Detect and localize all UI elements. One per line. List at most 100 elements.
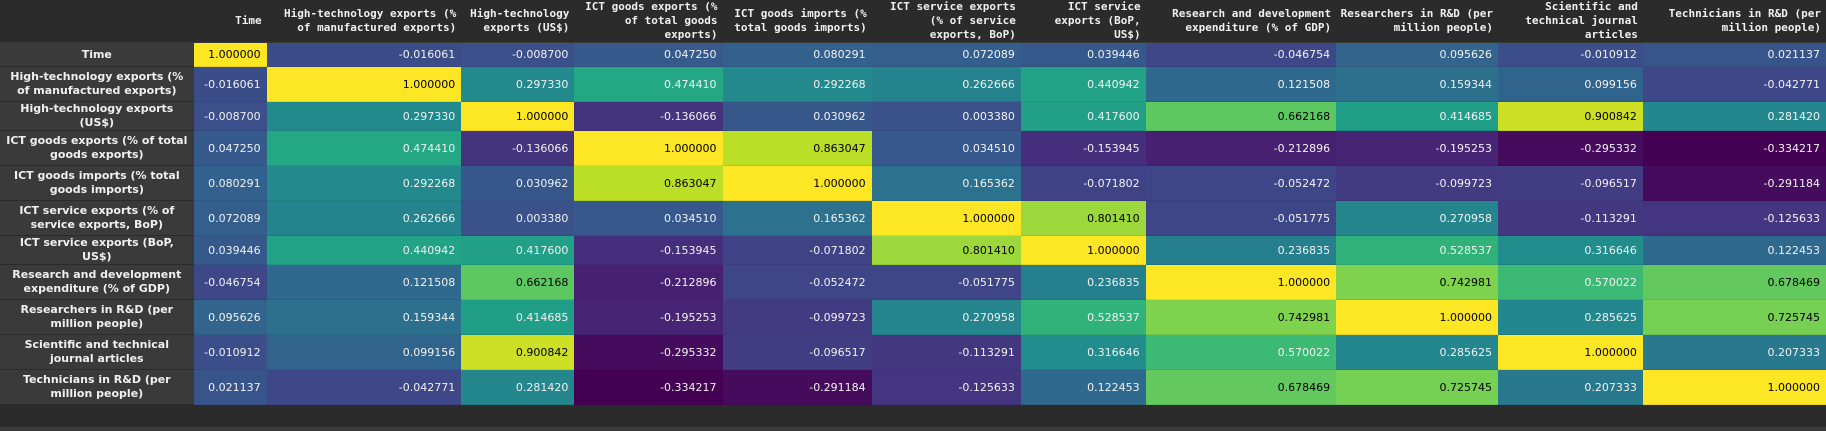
heatmap-cell: 0.528537 — [1336, 235, 1498, 265]
heatmap-cell: 0.742981 — [1336, 264, 1498, 300]
heatmap-cell: -0.136066 — [574, 101, 723, 131]
table-row: Scientific and technical journal article… — [0, 334, 1826, 370]
heatmap-cell: 1.000000 — [722, 165, 872, 201]
row-header: Time — [0, 42, 194, 67]
heatmap-cell: 0.801410 — [1020, 200, 1146, 236]
heatmap-cell: 0.417600 — [461, 235, 575, 265]
row-header: ICT goods exports (% of total goods expo… — [0, 130, 194, 166]
heatmap-cell: 0.725745 — [1336, 369, 1498, 405]
heatmap-cell: -0.291184 — [1642, 165, 1826, 201]
heatmap-cell: 0.474410 — [574, 66, 723, 102]
heatmap-cell: 0.900842 — [1497, 101, 1643, 131]
heatmap-cell: 0.039446 — [193, 235, 267, 265]
column-header: ICT service exports (BoP, US$) — [1020, 0, 1146, 43]
column-header: Researchers in R&D (per million people) — [1336, 0, 1498, 43]
heatmap-cell: 1.000000 — [193, 42, 267, 67]
heatmap-cell: 0.316646 — [1497, 235, 1643, 265]
heatmap-cell: -0.016061 — [193, 66, 267, 102]
table-row: Technicians in R&D (per million people) 0… — [0, 369, 1826, 405]
heatmap-cell: 0.207333 — [1642, 334, 1826, 370]
column-header: ICT goods exports (% of total goods expo… — [574, 0, 723, 43]
row-header: ICT service exports (% of service export… — [0, 200, 194, 236]
heatmap-cell: -0.008700 — [461, 42, 575, 67]
heatmap-cell: -0.113291 — [1497, 200, 1643, 236]
heatmap-cell: -0.153945 — [574, 235, 723, 265]
heatmap-cell: 0.165362 — [722, 200, 872, 236]
table-row: ICT goods exports (% of total goods expo… — [0, 130, 1826, 166]
heatmap-cell: -0.008700 — [193, 101, 267, 131]
heatmap-cell: 0.047250 — [193, 130, 267, 166]
heatmap-cell: 1.000000 — [461, 101, 575, 131]
heatmap-cell: 0.285625 — [1336, 334, 1498, 370]
heatmap-cell: 0.030962 — [722, 101, 872, 131]
heatmap-cell: 0.662168 — [1145, 101, 1337, 131]
heatmap-cell: 0.900842 — [461, 334, 575, 370]
heatmap-cell: 0.725745 — [1642, 299, 1826, 335]
heatmap-cell: 0.440942 — [1020, 66, 1146, 102]
heatmap-cell: 0.270958 — [1336, 200, 1498, 236]
correlation-heatmap-table: Time High-technology exports (% of manufa… — [0, 0, 1826, 405]
column-header: High-technology exports (% of manufactur… — [266, 0, 462, 43]
heatmap-cell: 0.570022 — [1145, 334, 1337, 370]
table-row: ICT service exports (% of service export… — [0, 200, 1826, 236]
heatmap-cell: 0.297330 — [266, 101, 462, 131]
heatmap-cell: 0.678469 — [1642, 264, 1826, 300]
table-row: Research and development expenditure (% … — [0, 264, 1826, 300]
row-header: ICT service exports (BoP, US$) — [0, 235, 194, 265]
table-row: High-technology exports (% of manufactur… — [0, 66, 1826, 102]
heatmap-cell: -0.212896 — [574, 264, 723, 300]
heatmap-cell: 0.159344 — [1336, 66, 1498, 102]
heatmap-cell: -0.125633 — [871, 369, 1021, 405]
column-header: Scientific and technical journal article… — [1497, 0, 1643, 43]
heatmap-cell: 0.662168 — [461, 264, 575, 300]
row-header: ICT goods imports (% total goods imports… — [0, 165, 194, 201]
heatmap-cell: 0.281420 — [461, 369, 575, 405]
heatmap-cell: 0.034510 — [574, 200, 723, 236]
heatmap-cell: -0.016061 — [266, 42, 462, 67]
heatmap-cell: -0.096517 — [722, 334, 872, 370]
heatmap-cell: -0.291184 — [722, 369, 872, 405]
heatmap-cell: 0.316646 — [1020, 334, 1146, 370]
heatmap-cell: 0.030962 — [461, 165, 575, 201]
row-header: Researchers in R&D (per million people) — [0, 299, 194, 335]
heatmap-cell: -0.099723 — [722, 299, 872, 335]
heatmap-cell: -0.071802 — [722, 235, 872, 265]
horizontal-scrollbar-track[interactable] — [0, 427, 1826, 431]
heatmap-cell: -0.295332 — [1497, 130, 1643, 166]
heatmap-cell: 1.000000 — [871, 200, 1021, 236]
heatmap-cell: 1.000000 — [574, 130, 723, 166]
column-header: Research and development expenditure (% … — [1145, 0, 1337, 43]
column-header-row: Time High-technology exports (% of manufa… — [0, 0, 1826, 43]
heatmap-cell: 0.122453 — [1020, 369, 1146, 405]
heatmap-cell: 1.000000 — [1145, 264, 1337, 300]
corner-cell — [0, 0, 194, 43]
heatmap-cell: -0.042771 — [1642, 66, 1826, 102]
heatmap-cell: 0.121508 — [266, 264, 462, 300]
heatmap-cell: 1.000000 — [1497, 334, 1643, 370]
heatmap-cell: -0.334217 — [1642, 130, 1826, 166]
heatmap-cell: 1.000000 — [1642, 369, 1826, 405]
heatmap-cell: 0.099156 — [266, 334, 462, 370]
heatmap-cell: 0.801410 — [871, 235, 1021, 265]
heatmap-cell: 1.000000 — [1020, 235, 1146, 265]
heatmap-cell: 0.207333 — [1497, 369, 1643, 405]
heatmap-cell: 0.236835 — [1020, 264, 1146, 300]
heatmap-cell: 0.003380 — [461, 200, 575, 236]
heatmap-cell: 0.297330 — [461, 66, 575, 102]
heatmap-cell: -0.046754 — [1145, 42, 1337, 67]
heatmap-cell: 0.281420 — [1642, 101, 1826, 131]
column-header: ICT service exports (% of service export… — [871, 0, 1021, 43]
heatmap-cell: -0.195253 — [574, 299, 723, 335]
heatmap-cell: 0.570022 — [1497, 264, 1643, 300]
table-row: Time 1.000000 -0.016061 -0.008700 0.047250 0.… — [0, 42, 1826, 67]
heatmap-cell: -0.051775 — [1145, 200, 1337, 236]
heatmap-cell: 0.159344 — [266, 299, 462, 335]
row-header: Scientific and technical journal article… — [0, 334, 194, 370]
heatmap-cell: 0.270958 — [871, 299, 1021, 335]
heatmap-cell: 0.034510 — [871, 130, 1021, 166]
heatmap-cell: 0.285625 — [1497, 299, 1643, 335]
heatmap-cell: 0.122453 — [1642, 235, 1826, 265]
heatmap-cell: -0.136066 — [461, 130, 575, 166]
heatmap-cell: 0.474410 — [266, 130, 462, 166]
